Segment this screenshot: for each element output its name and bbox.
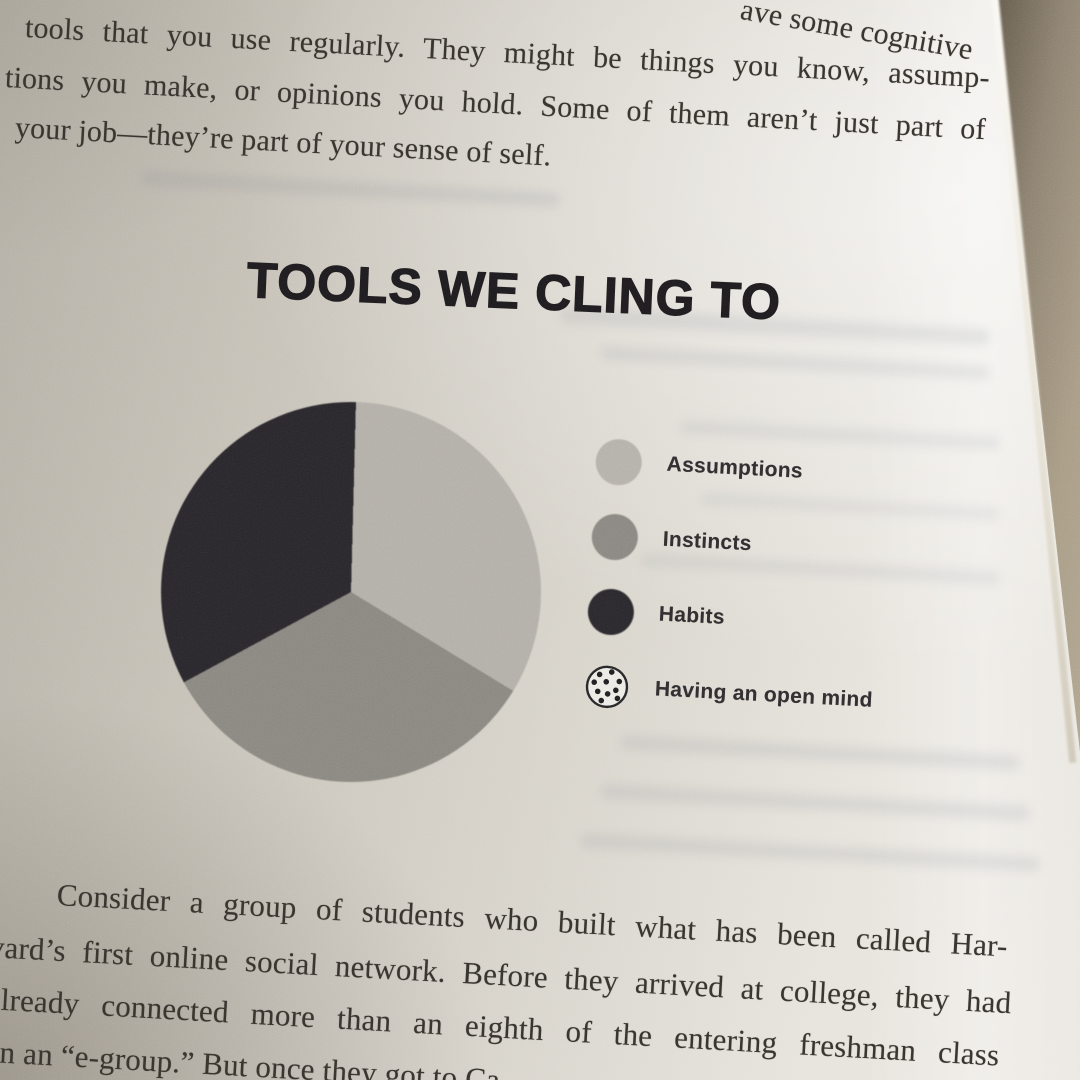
legend-swatch-instincts xyxy=(590,512,640,562)
legend-swatch-assumptions xyxy=(594,438,643,487)
legend-item-open-mind: Having an open mind xyxy=(583,663,874,724)
chart-legend: Assumptions Instincts Habits xyxy=(581,438,885,753)
legend-swatch-habits xyxy=(586,587,636,637)
legend-label: Habits xyxy=(658,602,726,629)
legend-item-instincts: Instincts xyxy=(590,512,882,574)
legend-label: Assumptions xyxy=(666,452,804,483)
legend-label: Having an open mind xyxy=(654,677,874,712)
legend-label: Instincts xyxy=(662,527,753,556)
legend-item-habits: Habits xyxy=(586,587,878,649)
dotted-circle-icon xyxy=(585,665,629,709)
pie-chart xyxy=(161,402,541,782)
